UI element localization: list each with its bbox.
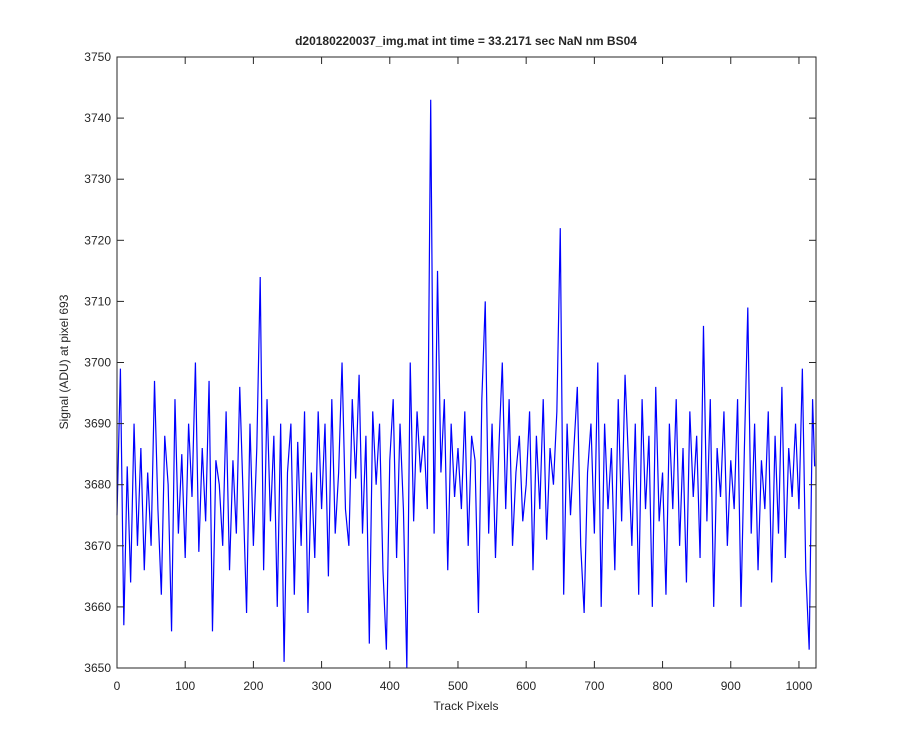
y-tick-label: 3740 <box>84 111 111 125</box>
y-tick-label: 3730 <box>84 172 111 186</box>
data-line <box>116 99 816 669</box>
x-axis-label: Track Pixels <box>434 699 499 713</box>
y-tick-label: 3650 <box>84 661 111 675</box>
x-tick-label: 400 <box>380 679 400 693</box>
x-tick-label: 300 <box>312 679 332 693</box>
y-tick-label: 3750 <box>84 50 111 64</box>
x-tick-label: 600 <box>516 679 536 693</box>
y-tick-label: 3700 <box>84 356 111 370</box>
x-tick-label: 100 <box>175 679 195 693</box>
x-tick-label: 500 <box>448 679 468 693</box>
y-tick-label: 3690 <box>84 417 111 431</box>
y-tick-label: 3710 <box>84 294 111 308</box>
chart-title: d20180220037_img.mat int time = 33.2171 … <box>295 34 637 48</box>
y-axis-label: Signal (ADU) at pixel 693 <box>57 294 71 429</box>
x-tick-label: 900 <box>721 679 741 693</box>
y-tick-label: 3670 <box>84 539 111 553</box>
x-tick-label: 200 <box>243 679 263 693</box>
y-tick-label: 3680 <box>84 478 111 492</box>
x-tick-label: 1000 <box>786 679 813 693</box>
x-tick-label: 0 <box>114 679 121 693</box>
y-tick-label: 3720 <box>84 233 111 247</box>
x-tick-label: 700 <box>584 679 604 693</box>
y-tick-label: 3660 <box>84 600 111 614</box>
x-tick-label: 800 <box>653 679 673 693</box>
